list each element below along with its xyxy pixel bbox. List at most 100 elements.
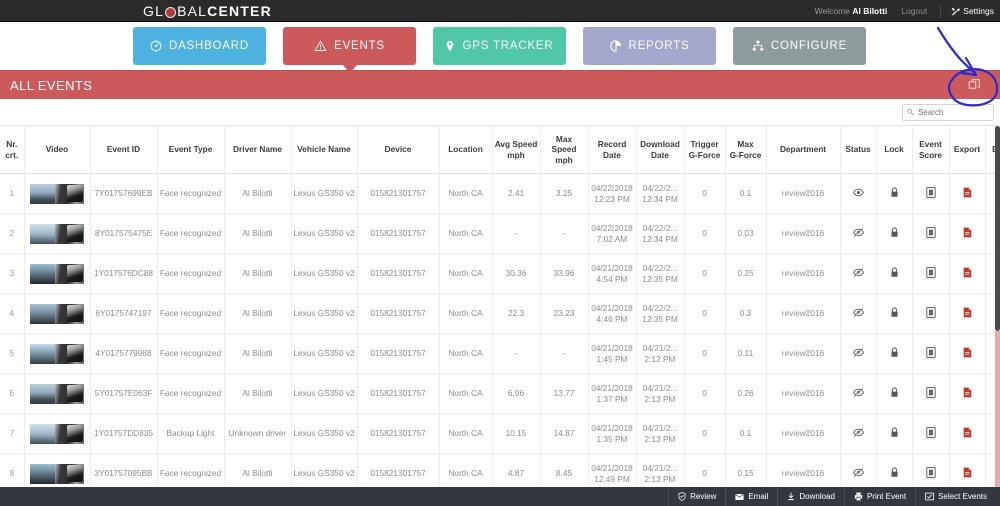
video-thumbnail[interactable] bbox=[30, 223, 84, 244]
col-lock[interactable]: Lock bbox=[876, 126, 913, 175]
cell-event-score[interactable] bbox=[912, 253, 950, 295]
nav-reports-button[interactable]: REPORTS bbox=[583, 27, 716, 65]
col-label-line1: Export bbox=[953, 144, 981, 155]
select-events-button[interactable]: Select Events bbox=[915, 487, 996, 506]
panel-expand-icon[interactable] bbox=[967, 78, 982, 93]
settings-link[interactable]: Settings bbox=[940, 4, 994, 18]
col-event-score[interactable]: Event Score bbox=[912, 126, 950, 175]
cell-event-score[interactable] bbox=[912, 173, 950, 215]
logout-link[interactable]: Logout bbox=[901, 6, 928, 16]
table-row[interactable]: 1 7Y01757699EB Face recognized Al Bilotti Le… bbox=[0, 173, 1000, 215]
cell-status[interactable] bbox=[840, 333, 877, 375]
video-thumbnail[interactable] bbox=[30, 463, 84, 484]
cell-status[interactable] bbox=[840, 173, 877, 215]
table-row[interactable]: 7 1Y01757DD835 Backup Light Unknown driver L… bbox=[0, 413, 1000, 455]
search-input[interactable] bbox=[917, 107, 989, 117]
table-row[interactable]: 4 6Y0175747197 Face recognized Al Bilotti Le… bbox=[0, 293, 1000, 335]
table-row[interactable]: 5 4Y0175779988 Face recognized Al Bilotti Le… bbox=[0, 333, 1000, 375]
review-button[interactable]: Review bbox=[668, 487, 725, 506]
video-thumbnail[interactable] bbox=[30, 183, 84, 204]
col-event-type[interactable]: Event Type bbox=[157, 126, 225, 175]
col-vehicle-name[interactable]: Vehicle Name bbox=[291, 126, 358, 175]
download-button[interactable]: Download bbox=[777, 487, 844, 506]
cell-export[interactable] bbox=[949, 413, 986, 455]
cell-avg-speed: - bbox=[492, 333, 541, 375]
email-button[interactable]: Email bbox=[725, 487, 777, 506]
video-thumbnail[interactable] bbox=[30, 303, 84, 324]
cell-video[interactable] bbox=[24, 333, 91, 375]
print-event-button[interactable]: Print Event bbox=[843, 487, 915, 506]
video-thumbnail[interactable] bbox=[30, 423, 84, 444]
cell-export[interactable] bbox=[949, 253, 986, 295]
nav-gps-tracker-button[interactable]: GPS TRACKER bbox=[433, 27, 566, 65]
col-avg-speed[interactable]: Avg Speed mph bbox=[492, 126, 541, 175]
col-trigger-g-force[interactable]: Trigger G-Force bbox=[684, 126, 726, 175]
cell-nr-crt: 6 bbox=[0, 373, 25, 415]
cell-export[interactable] bbox=[949, 293, 986, 335]
col-event-id[interactable]: Event ID bbox=[90, 126, 158, 175]
cell-export[interactable] bbox=[949, 333, 986, 375]
col-label-line1: Location bbox=[448, 144, 483, 155]
cell-status[interactable] bbox=[840, 373, 877, 415]
nav-events-button[interactable]: EVENTS bbox=[283, 27, 416, 73]
cell-max-speed: - bbox=[540, 333, 589, 375]
col-download-date[interactable]: Download Date bbox=[636, 126, 685, 175]
video-thumbnail[interactable] bbox=[30, 383, 84, 404]
welcome-label: Welcome bbox=[814, 6, 850, 16]
cell-lock[interactable] bbox=[876, 173, 913, 215]
col-department[interactable]: Department bbox=[766, 126, 841, 175]
cell-status[interactable] bbox=[840, 213, 877, 255]
cell-event-score[interactable] bbox=[912, 413, 950, 455]
cell-export[interactable] bbox=[949, 213, 986, 255]
cell-status[interactable] bbox=[840, 413, 877, 455]
cell-lock[interactable] bbox=[876, 253, 913, 295]
col-video[interactable]: Video bbox=[24, 126, 91, 175]
vertical-scrollbar-lower[interactable] bbox=[995, 331, 1000, 506]
nav-dashboard-button[interactable]: DASHBOARD bbox=[133, 27, 266, 65]
cell-lock[interactable] bbox=[876, 213, 913, 255]
cell-lock[interactable] bbox=[876, 413, 913, 455]
col-max-g-force[interactable]: Max G-Force bbox=[725, 126, 767, 175]
cell-event-score[interactable] bbox=[912, 213, 950, 255]
col-label-line2: Score bbox=[918, 149, 943, 160]
col-status[interactable]: Status bbox=[840, 126, 877, 175]
search-box[interactable] bbox=[902, 103, 994, 121]
cell-video[interactable] bbox=[24, 413, 91, 455]
cell-event-score[interactable] bbox=[912, 333, 950, 375]
cell-avg-speed: 6.96 bbox=[492, 373, 541, 415]
cell-device: 015821301757 bbox=[357, 173, 440, 215]
table-row[interactable]: 3 1Y017576DC88 Face recognized Al Bilotti Le… bbox=[0, 253, 1000, 295]
pdf-icon bbox=[963, 387, 971, 398]
cell-export[interactable] bbox=[949, 373, 986, 415]
video-thumbnail[interactable] bbox=[30, 343, 84, 364]
vertical-scrollbar-thumb[interactable] bbox=[995, 126, 1000, 331]
table-row[interactable]: 2 8Y017575475E Face recognized Al Bilotti Le… bbox=[0, 213, 1000, 255]
cell-video[interactable] bbox=[24, 213, 91, 255]
cell-video[interactable] bbox=[24, 173, 91, 215]
cell-video[interactable] bbox=[24, 373, 91, 415]
col-location[interactable]: Location bbox=[439, 126, 493, 175]
video-thumbnail[interactable] bbox=[30, 263, 84, 284]
cell-video[interactable] bbox=[24, 253, 91, 295]
cell-trigger-g-force: 0 bbox=[684, 253, 726, 295]
cell-lock[interactable] bbox=[876, 293, 913, 335]
cell-status[interactable] bbox=[840, 293, 877, 335]
table-row[interactable]: 6 5Y01757E063F Face recognized Al Bilotti Le… bbox=[0, 373, 1000, 415]
cell-lock[interactable] bbox=[876, 373, 913, 415]
col-record-date[interactable]: Record Date bbox=[588, 126, 637, 175]
col-max-speed[interactable]: Max Speed mph bbox=[540, 126, 589, 175]
cell-export[interactable] bbox=[949, 173, 986, 215]
col-device[interactable]: Device bbox=[357, 126, 440, 175]
col-driver-name[interactable]: Driver Name bbox=[224, 126, 292, 175]
nav-configure-button[interactable]: CONFIGURE bbox=[733, 27, 866, 65]
cell-lock[interactable] bbox=[876, 333, 913, 375]
cell-event-score[interactable] bbox=[912, 293, 950, 335]
event-score-icon bbox=[925, 266, 936, 278]
cell-download-date: 04/22/2... 12:34 PM bbox=[636, 213, 685, 255]
col-nr-crt[interactable]: Nr. crt. bbox=[0, 126, 25, 175]
cell-video[interactable] bbox=[24, 293, 91, 335]
col-export[interactable]: Export bbox=[949, 126, 986, 175]
cell-status[interactable] bbox=[840, 253, 877, 295]
cell-nr-crt: 5 bbox=[0, 333, 25, 375]
cell-event-score[interactable] bbox=[912, 373, 950, 415]
